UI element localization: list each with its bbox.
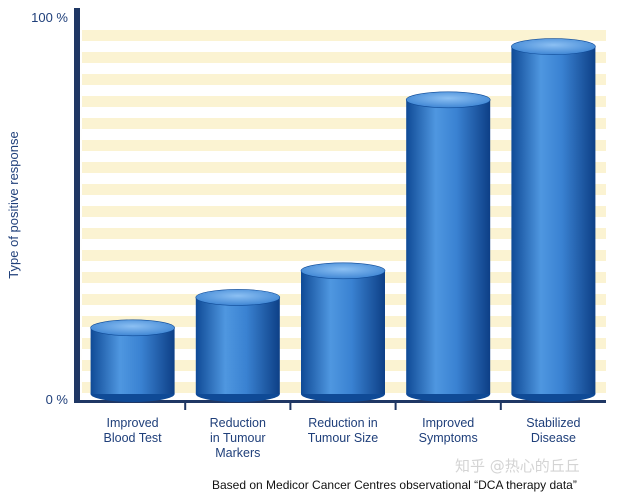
grid-stripe (82, 96, 606, 107)
bar (90, 319, 175, 402)
category-label: Reduction in Tumour Size (308, 416, 378, 445)
bars (90, 38, 596, 402)
category-label: Improved Symptoms (419, 416, 478, 445)
bar (405, 91, 491, 402)
grid-stripe (82, 228, 606, 239)
bar (511, 38, 596, 402)
grid-stripe (82, 162, 606, 173)
y-axis-line (74, 8, 80, 402)
watermark: 知乎 @热心的丘丘 (455, 457, 580, 475)
source-caption: Based on Medicor Cancer Centres observat… (212, 478, 577, 492)
y-tick-label: 100 % (31, 10, 68, 25)
grid-stripe (82, 74, 606, 85)
bar (300, 262, 386, 402)
grid-stripe (82, 118, 606, 129)
category-label: Stabilized Disease (526, 416, 580, 445)
grid-stripe (82, 184, 606, 195)
grid-stripe (82, 206, 606, 217)
grid-stripe (82, 30, 606, 41)
category-label: Reduction in Tumour Markers (210, 416, 266, 460)
category-label: Improved Blood Test (104, 416, 163, 445)
y-tick-label: 0 % (46, 392, 69, 407)
grid-stripe (82, 52, 606, 63)
labels: 0 % 100 % Type of positive response Improve… (6, 10, 581, 460)
y-axis-title: Type of positive response (6, 131, 21, 278)
bar (195, 289, 281, 402)
grid-stripe (82, 140, 606, 151)
grid-stripe (82, 250, 606, 261)
